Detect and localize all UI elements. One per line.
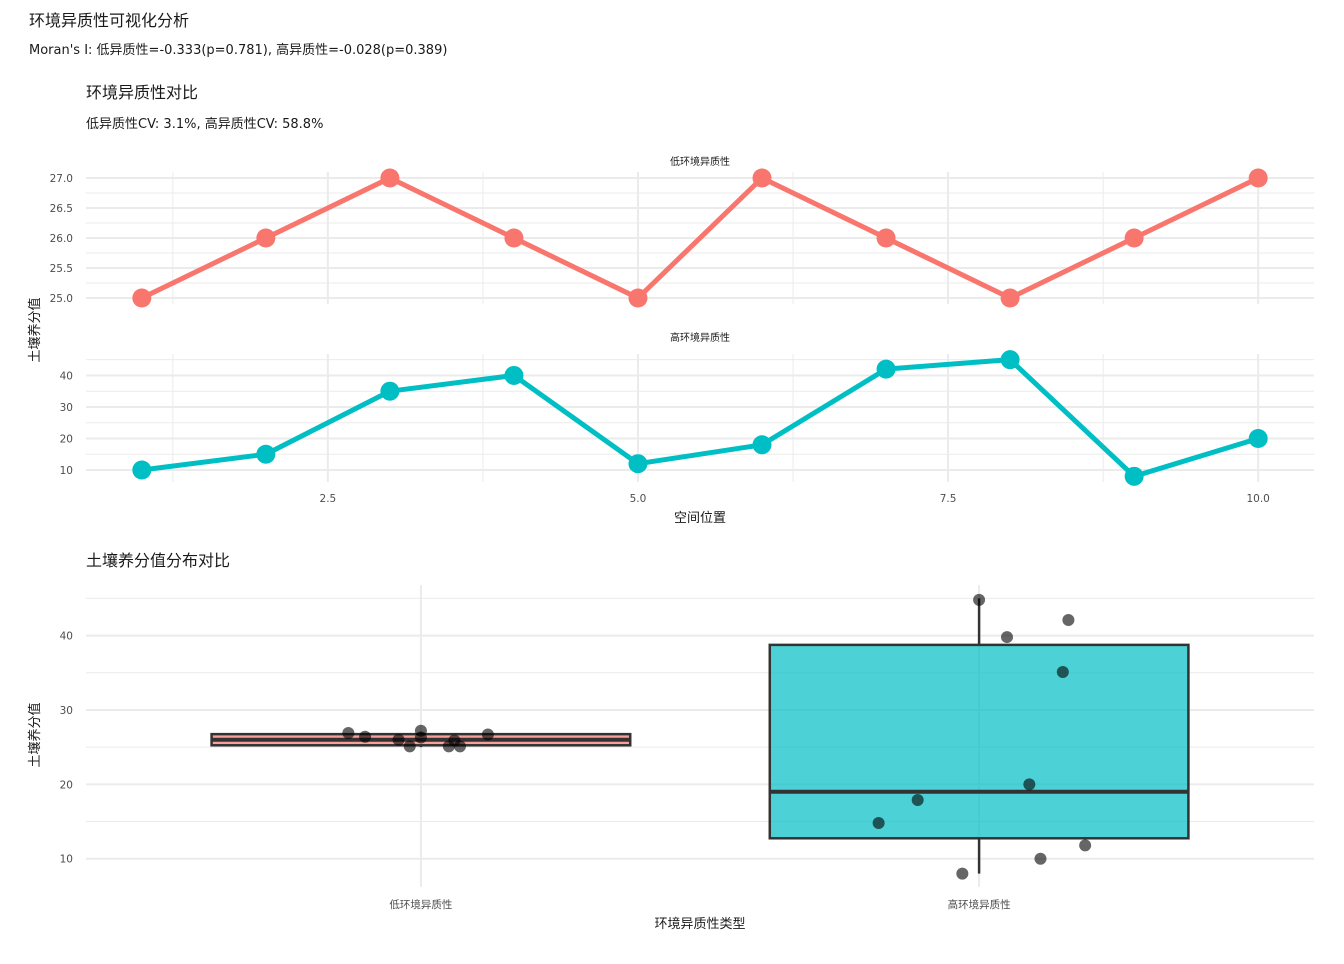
jitter-point — [453, 740, 466, 753]
data-point — [504, 228, 524, 248]
jitter-point — [872, 817, 885, 830]
x-tick-label: 10.0 — [1246, 493, 1269, 505]
box-x-axis-title: 环境异质性类型 — [654, 917, 745, 932]
jitter-point — [392, 733, 405, 746]
y-tick-label: 10 — [60, 854, 73, 866]
facet-strip-label: 低环境异质性 — [670, 155, 730, 168]
x-tick-label: 2.5 — [320, 493, 337, 505]
jitter-point — [956, 867, 969, 880]
data-point — [256, 228, 276, 248]
box-chart-title: 土壤养分值分布对比 — [86, 551, 230, 570]
jitter-point — [359, 730, 372, 743]
data-point — [380, 381, 400, 401]
data-point — [1248, 428, 1268, 448]
data-point — [752, 435, 772, 455]
series-line — [141, 357, 1259, 479]
jitter-point — [1034, 852, 1047, 865]
data-point — [380, 168, 400, 188]
facet-high-heterogeneity: 高环境异质性 10 20 30 40 — [60, 331, 1314, 486]
data-point — [876, 228, 896, 248]
data-point — [256, 444, 276, 464]
data-point — [752, 168, 772, 188]
jitter-point — [1001, 631, 1013, 644]
jitter-point — [911, 793, 924, 806]
data-point — [628, 288, 648, 308]
facet-low-heterogeneity: 低环境异质性 25.0 25.5 26.0 26.5 27.0 — [50, 155, 1314, 308]
data-point — [1124, 228, 1144, 248]
line-x-axis: 2.5 5.0 7.5 10.0 — [320, 493, 1270, 505]
y-tick-label: 40 — [60, 370, 73, 382]
data-point — [132, 288, 152, 308]
jitter-point — [1056, 666, 1069, 679]
y-tick-label: 26.5 — [50, 203, 73, 215]
x-tick-label: 高环境异质性 — [948, 898, 1011, 911]
jitter-point — [1079, 839, 1092, 852]
jitter-point — [481, 728, 494, 741]
line-y-axis-title: 土壤养分值 — [27, 297, 43, 362]
x-tick-label: 5.0 — [630, 493, 647, 505]
x-tick-label: 7.5 — [940, 493, 957, 505]
line-x-axis-title: 空间位置 — [674, 511, 726, 526]
jitter-point — [1023, 778, 1036, 791]
data-point — [1124, 466, 1144, 486]
box-plot-panel: 10 20 30 40 低环境异质性 高环境异质性 — [60, 585, 1314, 911]
y-tick-label: 25.5 — [50, 263, 73, 275]
jitter-point — [403, 740, 416, 753]
page-subtitle: Moran's I: 低异质性=-0.333(p=0.781), 高异质性=-0… — [29, 42, 447, 58]
data-point — [876, 359, 896, 379]
facet-strip-label: 高环境异质性 — [670, 331, 730, 344]
data-point — [1248, 168, 1268, 188]
box-y-axis-title: 土壤养分值 — [27, 702, 43, 767]
y-tick-label: 20 — [60, 433, 73, 445]
y-tick-label: 26.0 — [50, 233, 73, 245]
data-point — [1000, 288, 1020, 308]
y-tick-label: 30 — [60, 705, 73, 717]
x-tick-label: 低环境异质性 — [389, 898, 452, 911]
data-point — [1000, 350, 1020, 370]
series-line — [140, 175, 1260, 301]
y-tick-label: 40 — [60, 631, 73, 643]
y-tick-label: 10 — [60, 465, 73, 477]
data-point — [628, 454, 648, 474]
data-point — [504, 365, 524, 385]
jitter-point — [414, 724, 427, 737]
y-tick-label: 30 — [60, 402, 73, 414]
jitter-point — [1062, 613, 1075, 626]
line-chart-title: 环境异质性对比 — [86, 83, 198, 102]
box-body — [768, 643, 1190, 840]
jitter-point — [973, 593, 986, 606]
jitter-point — [342, 727, 355, 740]
y-tick-label: 20 — [60, 779, 73, 791]
data-point — [132, 460, 152, 480]
line-chart-subtitle: 低异质性CV: 3.1%, 高异质性CV: 58.8% — [86, 116, 323, 132]
y-tick-label: 27.0 — [50, 173, 73, 185]
y-tick-label: 25.0 — [50, 293, 73, 305]
page-title: 环境异质性可视化分析 — [29, 11, 189, 30]
